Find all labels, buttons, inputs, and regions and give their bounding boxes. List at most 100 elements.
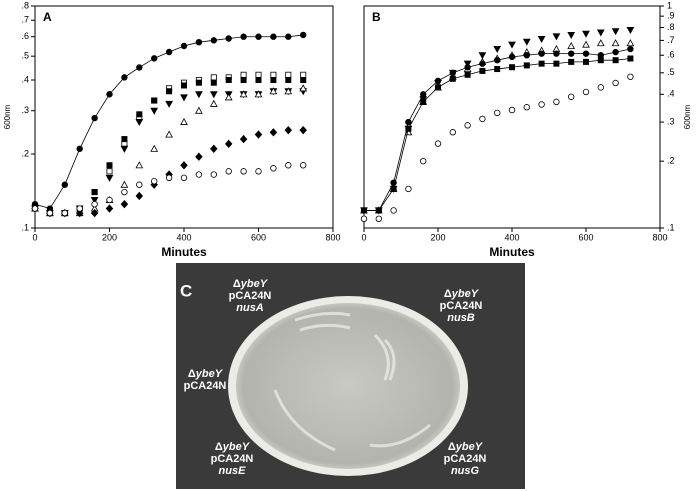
marker — [299, 125, 307, 135]
marker — [195, 171, 203, 178]
marker — [463, 60, 472, 68]
marker — [210, 171, 217, 178]
marker — [240, 77, 247, 84]
marker — [300, 71, 307, 78]
marker — [611, 28, 620, 36]
x-axis-label: Minutes — [489, 245, 535, 259]
marker — [582, 40, 590, 48]
marker — [240, 71, 247, 78]
marker — [136, 64, 143, 71]
y-tick-label: .4 — [21, 74, 29, 84]
marker — [180, 42, 188, 50]
marker — [552, 33, 561, 41]
marker — [210, 74, 217, 81]
gene-name: ybeY — [195, 368, 224, 380]
gene-extra: nusB — [447, 312, 475, 324]
marker — [150, 107, 159, 115]
marker — [225, 168, 232, 175]
marker — [582, 30, 590, 38]
marker — [508, 53, 516, 61]
marker — [254, 130, 263, 139]
marker — [360, 215, 368, 223]
marker — [508, 64, 515, 71]
strain-label: ΔybeY — [444, 288, 480, 300]
x-tick-label: 200 — [102, 232, 117, 242]
x-axis-label: Minutes — [161, 245, 207, 259]
marker — [180, 82, 187, 89]
plasmid-label: pCA24N — [229, 290, 272, 302]
marker — [91, 200, 98, 208]
marker — [90, 208, 99, 218]
y-tick-label: .7 — [21, 15, 29, 25]
marker — [478, 52, 487, 60]
marker — [224, 139, 233, 149]
marker — [284, 87, 293, 95]
x-tick-label: 200 — [430, 232, 445, 242]
marker — [420, 91, 427, 98]
marker — [255, 77, 262, 84]
marker — [553, 60, 560, 67]
marker — [150, 144, 159, 152]
y-tick-label: .1 — [667, 222, 675, 232]
plasmid-label: pCA24N — [440, 300, 483, 312]
y-tick-label: .9 — [667, 11, 675, 21]
marker — [209, 99, 218, 107]
marker — [299, 84, 308, 92]
y-tick-label: .5 — [21, 51, 29, 61]
marker — [612, 79, 619, 87]
marker — [240, 33, 247, 40]
plasmid-label: pCA24N — [444, 453, 487, 465]
marker — [405, 118, 412, 126]
strain-label: ΔybeY — [233, 278, 269, 290]
marker — [165, 130, 173, 138]
marker — [494, 66, 501, 73]
strain-label: ΔybeY — [215, 441, 251, 453]
marker — [567, 32, 576, 40]
y-tick-label: .8 — [21, 0, 29, 10]
marker — [136, 111, 143, 118]
marker — [121, 74, 128, 81]
marker — [494, 109, 501, 117]
marker — [209, 91, 218, 99]
marker — [121, 136, 128, 143]
marker — [165, 48, 173, 56]
marker — [553, 50, 560, 57]
marker — [225, 35, 232, 42]
marker — [449, 129, 456, 136]
streaks — [273, 311, 431, 452]
marker — [224, 93, 233, 101]
marker — [76, 205, 83, 212]
marker — [106, 162, 113, 169]
marker — [611, 39, 620, 47]
marker — [150, 55, 158, 62]
marker — [523, 62, 530, 69]
marker — [106, 196, 113, 204]
marker — [135, 191, 144, 201]
marker — [195, 79, 202, 86]
marker — [420, 157, 427, 165]
marker — [375, 215, 382, 223]
delta-symbol: Δ — [233, 278, 241, 290]
plasmid-label: pCA24N — [211, 453, 254, 465]
x-tick-label: 800 — [652, 232, 667, 242]
marker — [225, 77, 232, 84]
x-tick-label: 0 — [32, 232, 37, 242]
marker — [195, 152, 203, 161]
marker — [210, 144, 218, 153]
marker — [612, 57, 619, 64]
marker — [523, 52, 530, 59]
marker — [180, 161, 188, 170]
marker — [61, 181, 69, 188]
gene-name: ybeY — [455, 441, 484, 453]
marker — [91, 189, 98, 196]
gene-name: ybeY — [222, 441, 251, 453]
marker — [255, 33, 262, 40]
marker — [269, 87, 278, 95]
marker — [568, 50, 575, 57]
marker — [270, 71, 277, 78]
marker — [120, 145, 129, 153]
marker — [150, 178, 158, 185]
marker — [627, 45, 634, 53]
gene-extra: nusE — [219, 465, 247, 477]
